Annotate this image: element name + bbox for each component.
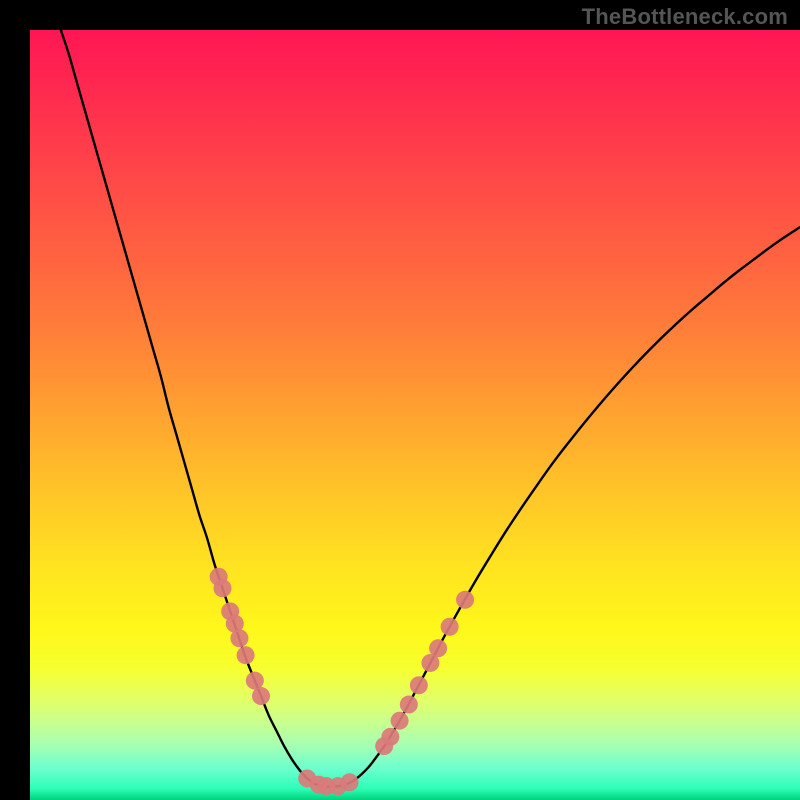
data-marker <box>429 639 447 657</box>
data-marker <box>341 773 359 791</box>
data-marker <box>410 676 428 694</box>
data-marker <box>230 629 248 647</box>
data-marker <box>237 646 255 664</box>
data-marker <box>252 687 270 705</box>
chart-svg <box>30 30 800 800</box>
data-marker <box>246 672 264 690</box>
data-markers <box>210 568 474 795</box>
plot-area <box>30 30 800 800</box>
attribution-watermark: TheBottleneck.com <box>582 4 788 30</box>
data-marker <box>441 618 459 636</box>
data-marker <box>381 728 399 746</box>
data-marker <box>400 696 418 714</box>
bottleneck-curve <box>61 30 800 787</box>
data-marker <box>214 579 232 597</box>
data-marker <box>391 712 409 730</box>
data-marker <box>456 591 474 609</box>
